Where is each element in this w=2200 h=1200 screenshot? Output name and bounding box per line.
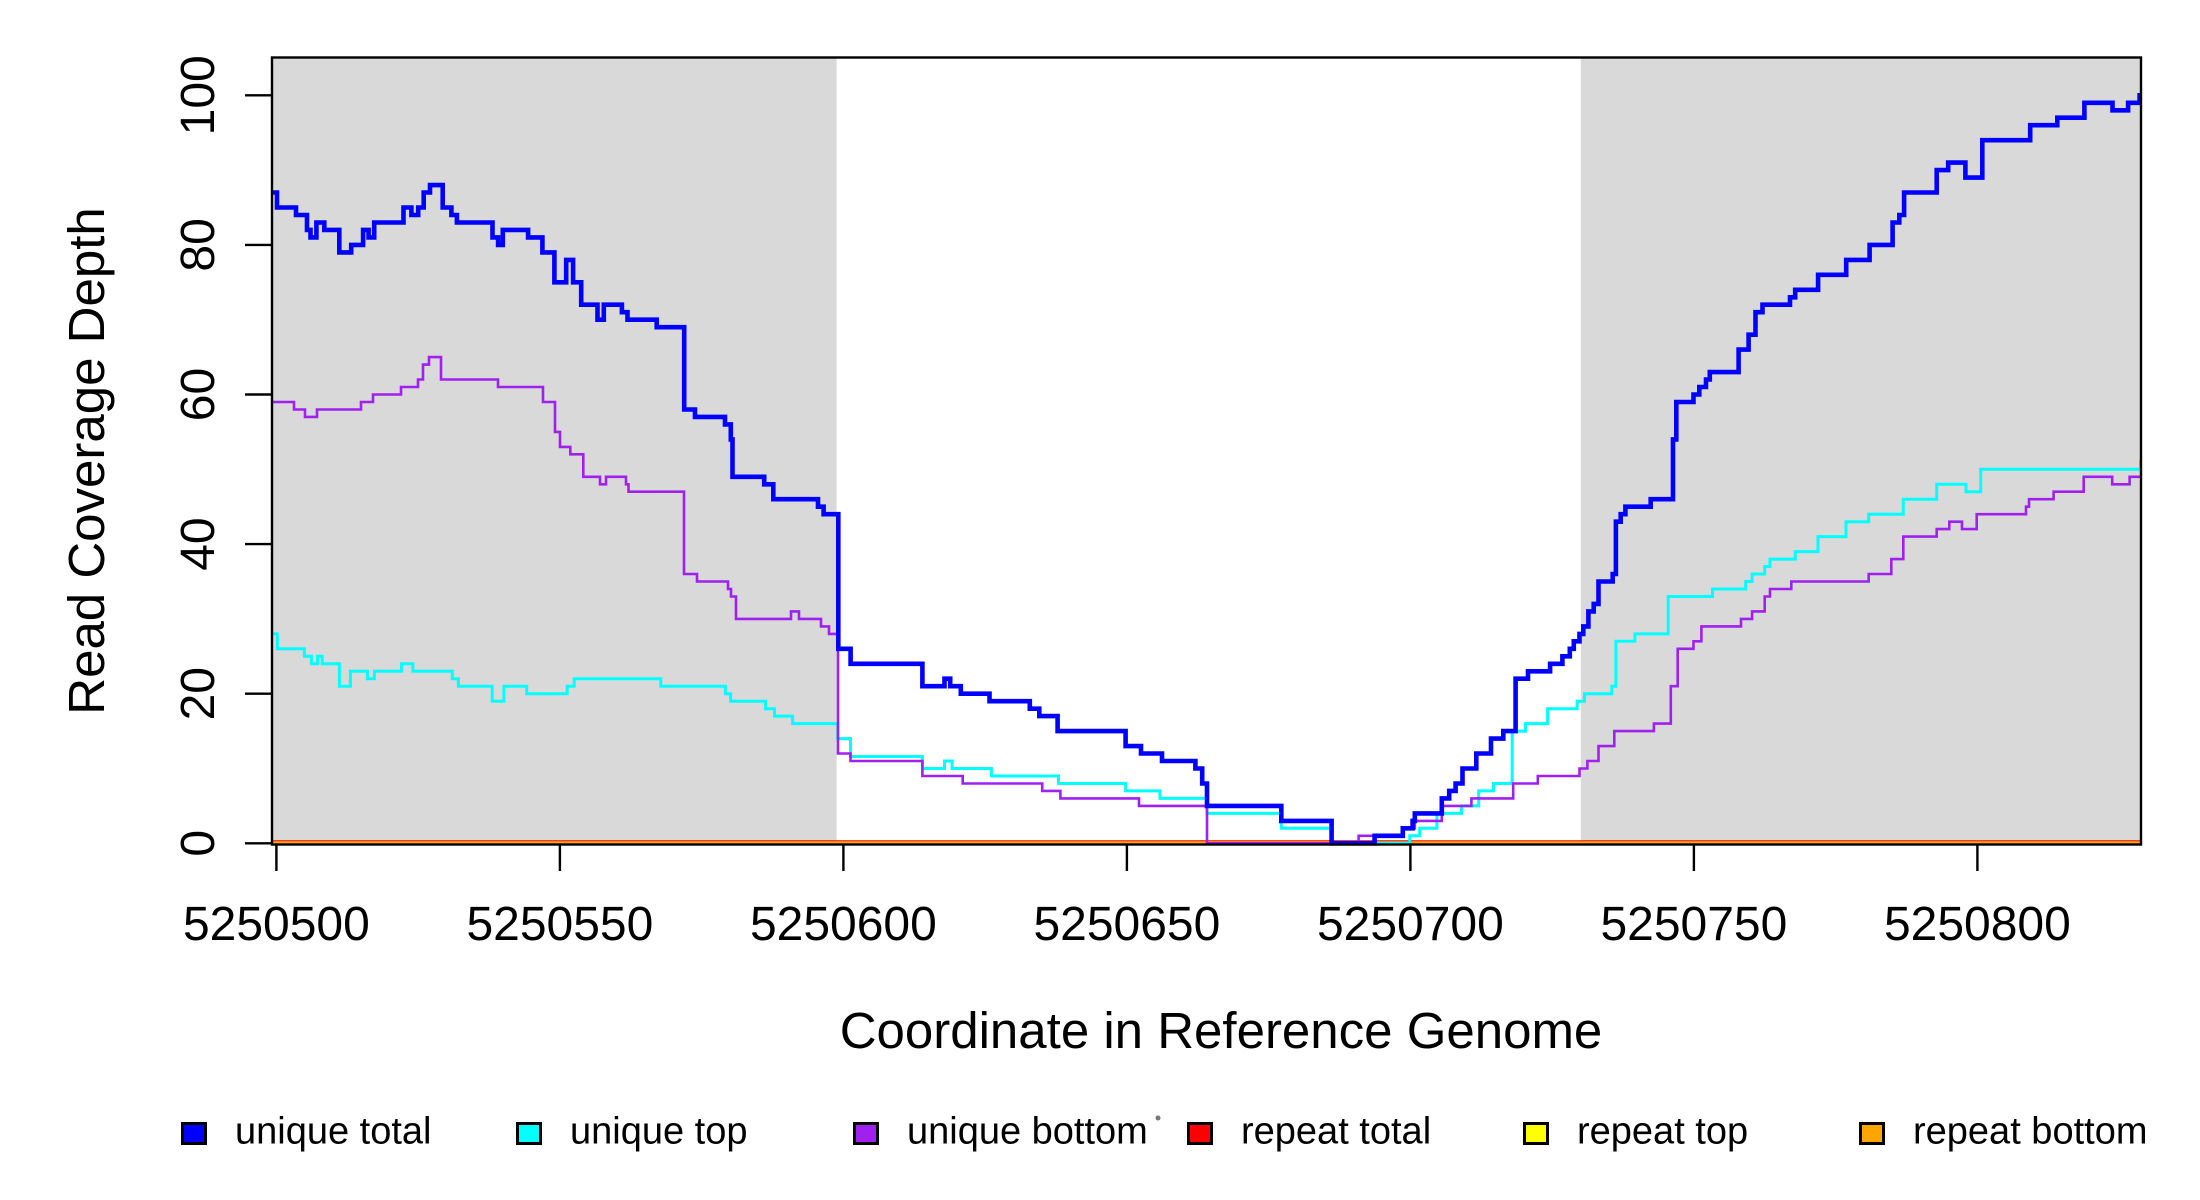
svg-text:Coordinate in Reference Genome: Coordinate in Reference Genome (840, 1002, 1603, 1059)
svg-text:5250700: 5250700 (1317, 898, 1504, 951)
svg-text:0: 0 (172, 830, 225, 857)
svg-text:repeat total: repeat total (1241, 1111, 1431, 1153)
svg-text:5250750: 5250750 (1600, 898, 1787, 951)
svg-text:repeat top: repeat top (1577, 1111, 1748, 1153)
svg-text:20: 20 (172, 667, 225, 720)
svg-text:100: 100 (172, 55, 225, 135)
svg-text:5250600: 5250600 (750, 898, 937, 951)
svg-text:5250550: 5250550 (466, 898, 653, 951)
svg-text:80: 80 (172, 218, 225, 271)
svg-text:repeat bottom: repeat bottom (1913, 1111, 2147, 1153)
svg-text:40: 40 (172, 517, 225, 570)
svg-text:60: 60 (172, 368, 225, 421)
svg-text:unique bottom: unique bottom (907, 1111, 1148, 1153)
svg-text:5250650: 5250650 (1033, 898, 1220, 951)
svg-text:5250500: 5250500 (183, 898, 370, 951)
svg-text:5250800: 5250800 (1884, 898, 2071, 951)
svg-text:Read Coverage Depth: Read Coverage Depth (58, 207, 115, 715)
svg-text:unique total: unique total (235, 1111, 432, 1153)
svg-text:unique top: unique top (570, 1111, 748, 1153)
